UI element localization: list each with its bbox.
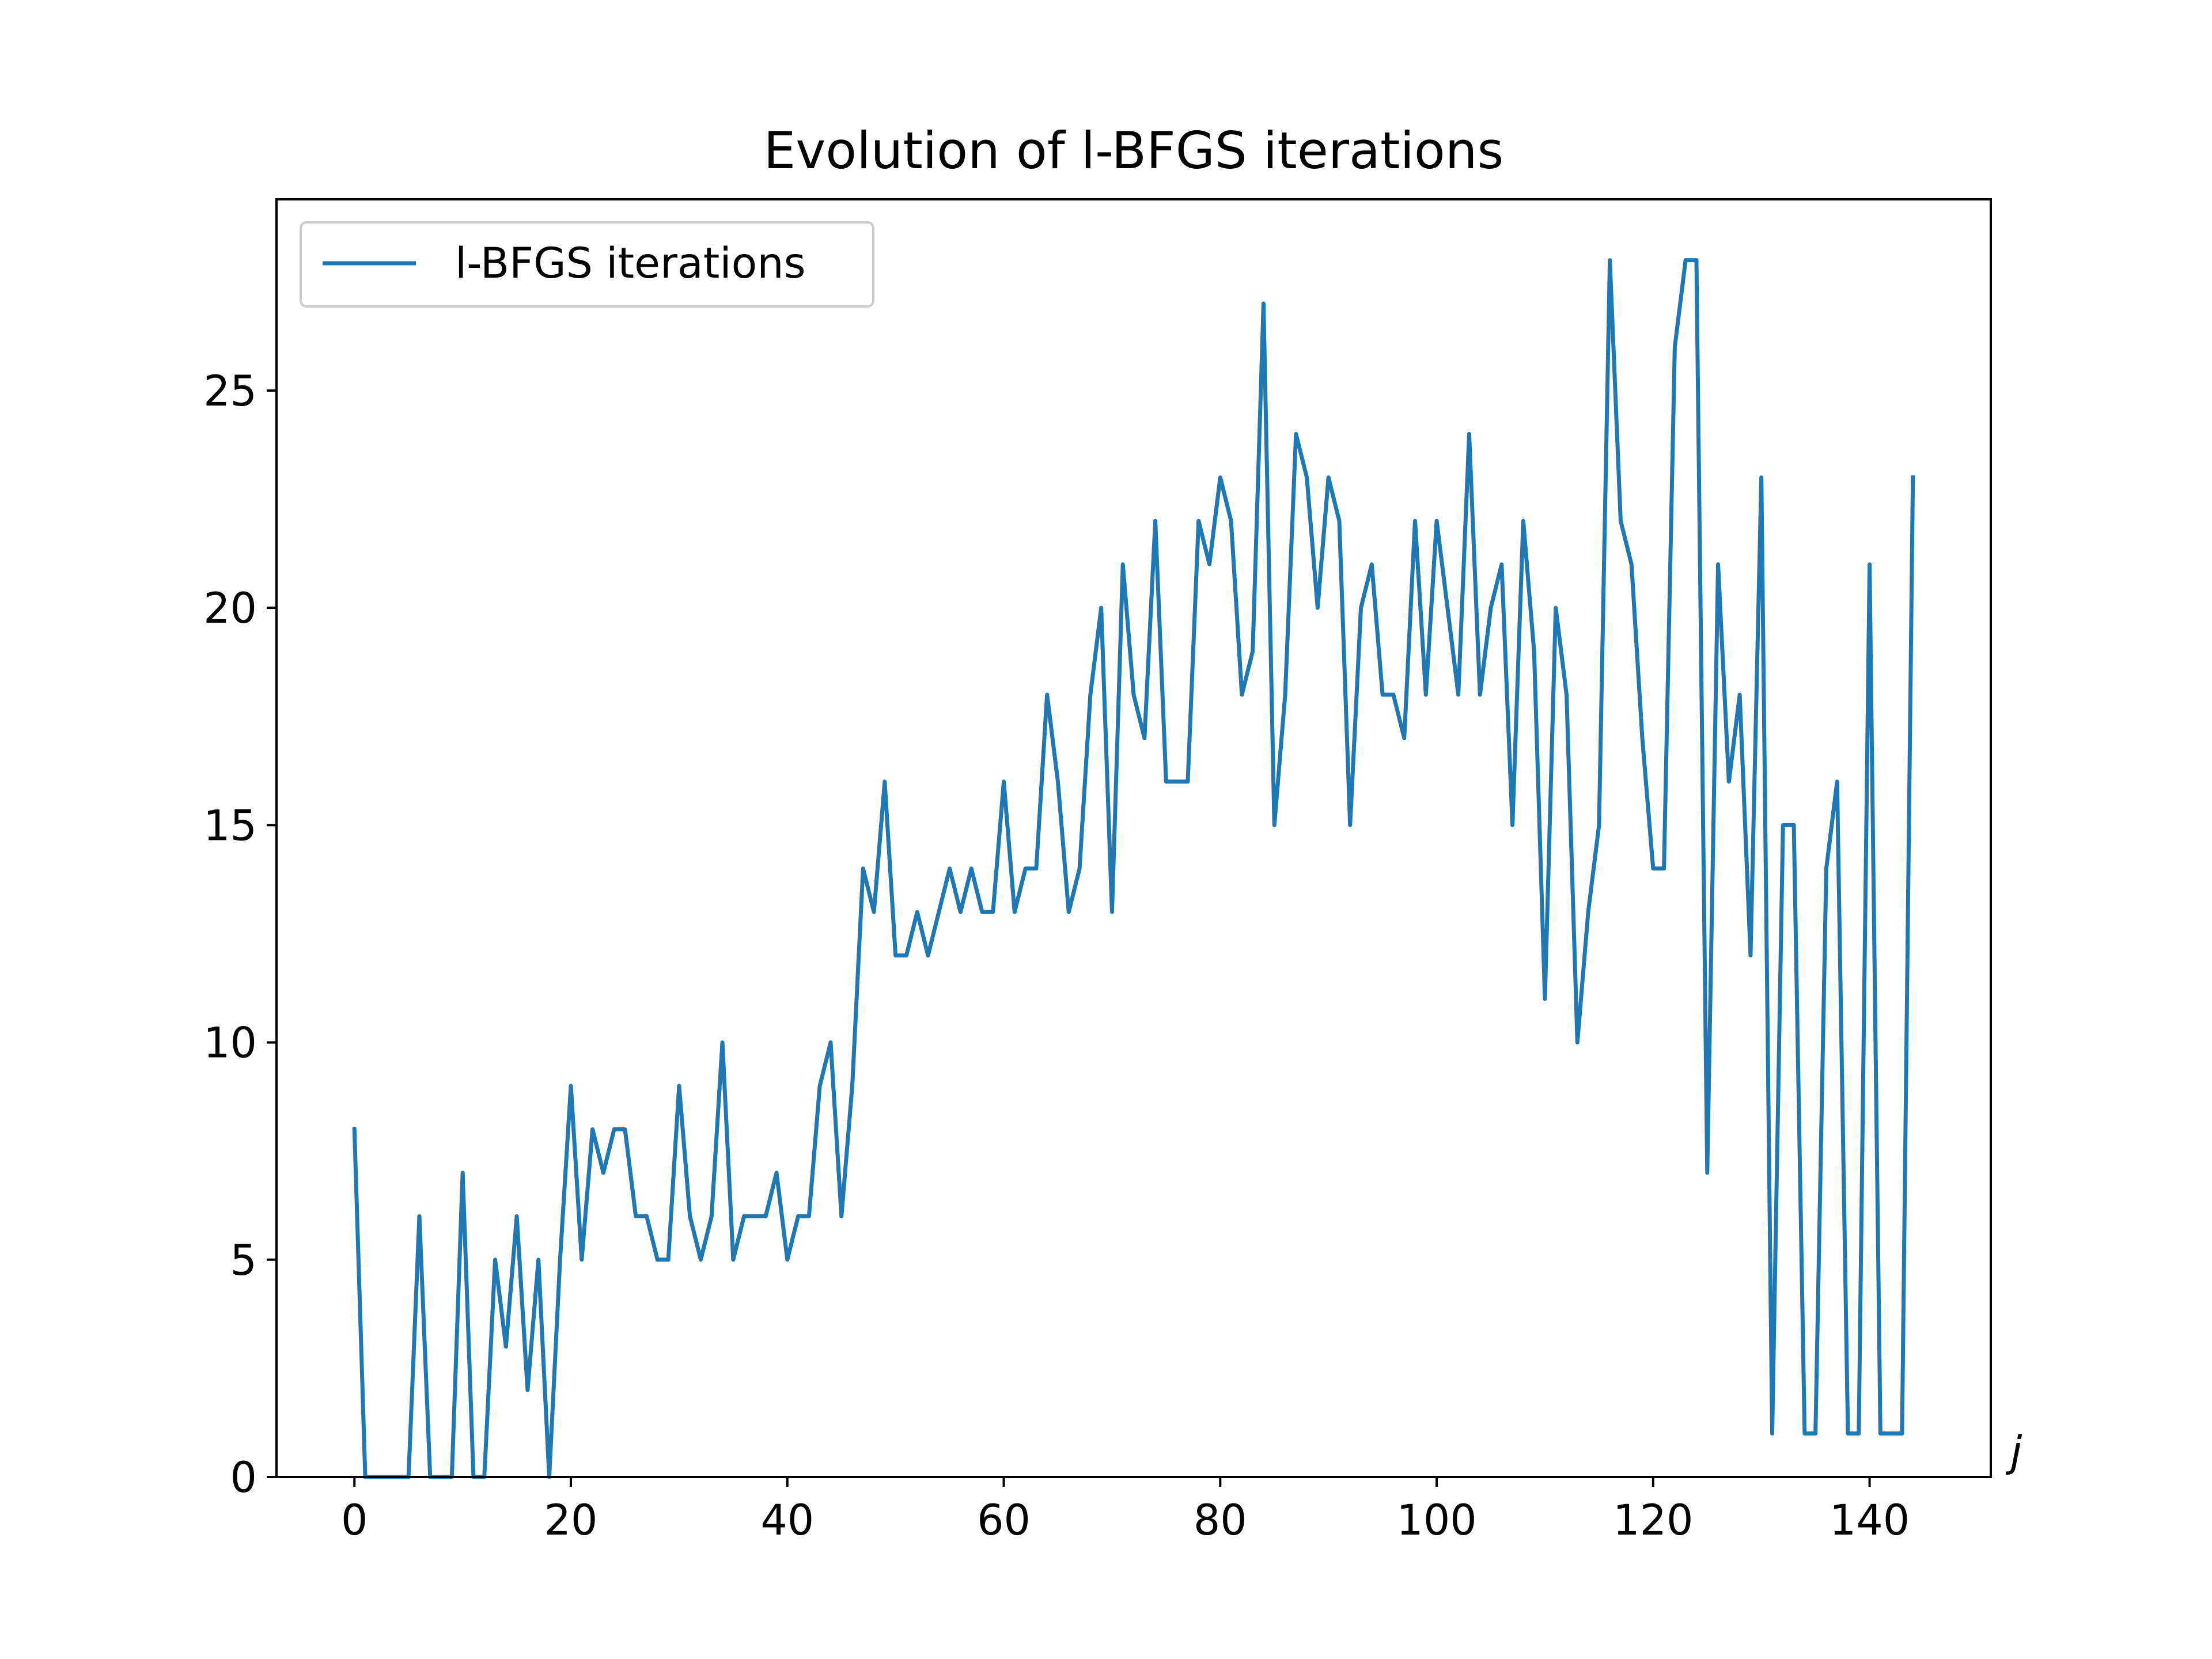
legend-label-l-bfgs-iterations: l-BFGS iterations	[455, 239, 806, 288]
series-line-l-bfgs-iterations	[352, 258, 1915, 1479]
y-tick-label: 5	[230, 1236, 257, 1285]
y-tick-label: 25	[203, 367, 257, 416]
y-tick-label: 20	[203, 584, 257, 633]
x-tick-label: 40	[760, 1496, 814, 1545]
x-axis-ticks: 0 20 40 60 80 100 120 140	[341, 1477, 1910, 1545]
plot-area	[275, 198, 1992, 1479]
y-tick-label: 0	[230, 1453, 257, 1502]
y-tick-label: 10	[203, 1019, 257, 1068]
x-tick-label: 120	[1613, 1496, 1693, 1545]
x-tick-label: 100	[1396, 1496, 1476, 1545]
chart-title: Evolution of l-BFGS iterations	[764, 121, 1504, 180]
legend: l-BFGS iterations	[300, 221, 874, 308]
y-tick-label: 15	[203, 801, 257, 850]
x-tick-label: 20	[544, 1496, 598, 1545]
x-tick-label: 0	[341, 1496, 368, 1545]
x-tick-label: 140	[1830, 1496, 1910, 1545]
plot-background	[276, 199, 1991, 1477]
x-tick-label: 60	[977, 1496, 1031, 1545]
y-axis-ticks: 0 5 10 15 20 25	[203, 367, 276, 1502]
x-tick-label: 80	[1194, 1496, 1247, 1545]
legend-box	[300, 221, 874, 308]
plot-frame	[275, 198, 1992, 1478]
